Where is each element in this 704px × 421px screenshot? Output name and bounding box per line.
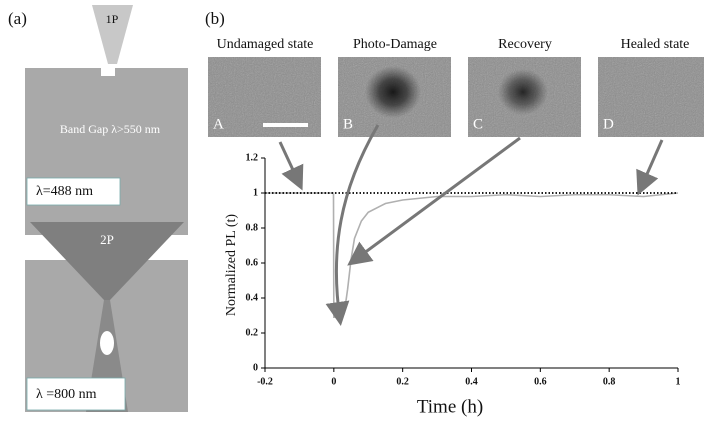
image-letter: A <box>213 116 224 132</box>
sample-box <box>25 68 188 235</box>
wavelength-box <box>26 177 121 206</box>
x-tick-label: 1 <box>676 376 681 387</box>
plot: 0 0.2 0.4 0.6 0.8 1 1.2 -0.2 0 0.2 0.4 0.6 0.8 1 Time … <box>224 152 680 417</box>
image-letter: D <box>603 116 614 132</box>
panel-label: (b) <box>205 9 225 28</box>
arrow <box>278 141 304 191</box>
focus-spot <box>101 64 115 76</box>
arrow <box>347 136 521 266</box>
wavelength: λ =800 nm <box>36 387 97 402</box>
beam-label: 1P <box>106 12 119 26</box>
image-letter: C <box>473 116 483 132</box>
panel-label: (a) <box>8 9 27 28</box>
arrow <box>325 124 380 326</box>
beam-cone <box>30 222 184 300</box>
x-tick-label: 0.6 <box>534 376 547 387</box>
beam-cone <box>92 5 133 64</box>
x-axis-label: Time (h) <box>417 396 483 417</box>
damage-spot <box>365 66 421 118</box>
image-title: Undamaged state <box>217 37 314 52</box>
image-letter: B <box>343 116 353 132</box>
micrograph-noise <box>598 57 704 137</box>
x-tick-label: 0.4 <box>465 376 478 387</box>
x-tick-label: -0.2 <box>257 376 273 387</box>
y-axis-label: Normalized PL (t) <box>224 214 239 316</box>
image-title: Photo-Damage <box>353 37 437 52</box>
y-tick-label: 0.2 <box>246 327 259 338</box>
images: Undamaged state A Photo-Damage B Recovery C He… <box>208 37 704 137</box>
damage-spot <box>498 69 548 115</box>
image-title: Recovery <box>498 37 552 52</box>
y-tick-label: 1 <box>253 187 258 198</box>
wavelength-box <box>26 377 126 411</box>
beam-label: 2P <box>100 232 114 247</box>
y-tick-label: 0.8 <box>246 222 259 233</box>
band-gap: Band Gap λ>550 nm <box>60 122 161 136</box>
arrows <box>278 124 664 326</box>
image-title: Healed state <box>621 37 690 52</box>
y-tick-label: 0.6 <box>246 257 259 268</box>
arrow <box>636 139 664 196</box>
focus-spot <box>100 331 114 355</box>
x-tick-label: 0 <box>331 376 336 387</box>
y-tick-label: 0 <box>253 362 258 373</box>
series-line <box>265 192 679 319</box>
x-tick-label: 0.8 <box>603 376 616 387</box>
wavelength: λ=488 nm <box>36 184 93 199</box>
y-tick-label: 0.4 <box>246 292 259 303</box>
y-tick-label: 1.2 <box>246 152 259 163</box>
x-tick-label: 0.2 <box>396 376 409 387</box>
